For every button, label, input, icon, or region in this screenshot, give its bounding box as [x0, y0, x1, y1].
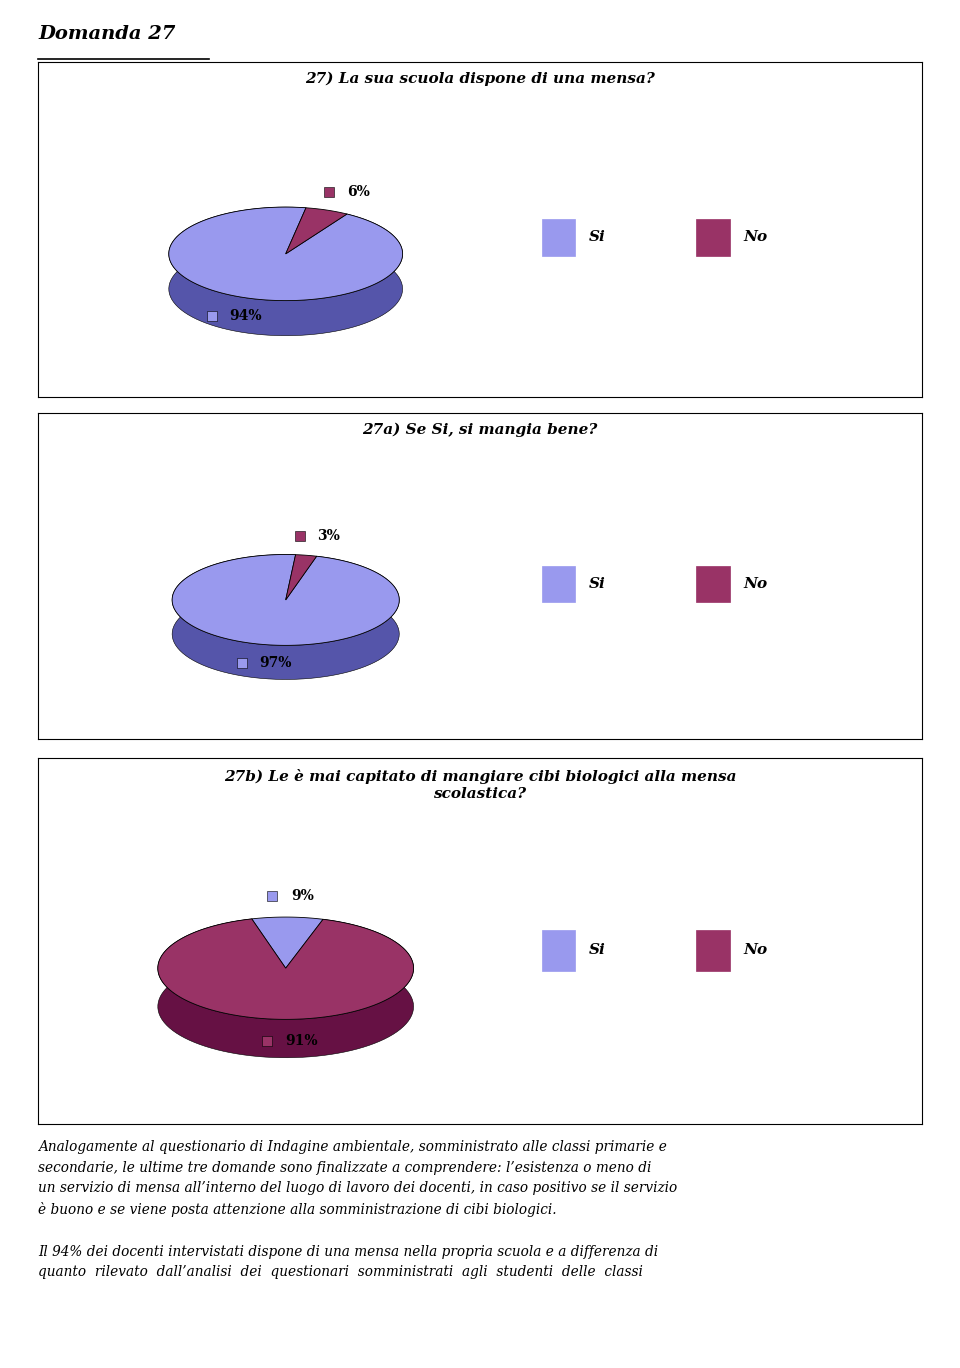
- Bar: [696, 930, 730, 970]
- Bar: [696, 219, 730, 256]
- Text: Si: Si: [588, 943, 606, 958]
- Text: Si: Si: [588, 577, 606, 591]
- Text: Analogamente al questionario di Indagine ambientale, somministrato alle classi p: Analogamente al questionario di Indagine…: [38, 1140, 678, 1279]
- Text: 91%: 91%: [286, 1034, 319, 1048]
- Bar: [696, 566, 730, 602]
- Text: No: No: [743, 943, 767, 958]
- Text: 27) La sua scuola dispone di una mensa?: 27) La sua scuola dispone di una mensa?: [305, 71, 655, 86]
- Text: 9%: 9%: [291, 889, 314, 903]
- Bar: [541, 219, 575, 256]
- Polygon shape: [286, 208, 347, 254]
- Polygon shape: [252, 917, 324, 969]
- Text: No: No: [743, 577, 767, 591]
- Text: 27a) Se Si, si mangia bene?: 27a) Se Si, si mangia bene?: [362, 423, 598, 438]
- Polygon shape: [172, 554, 399, 680]
- Polygon shape: [169, 207, 402, 335]
- Polygon shape: [169, 207, 402, 301]
- Polygon shape: [157, 919, 414, 1019]
- Bar: [541, 566, 575, 602]
- Text: Si: Si: [588, 230, 606, 244]
- Text: 94%: 94%: [229, 309, 262, 323]
- Polygon shape: [172, 554, 399, 646]
- Bar: [541, 930, 575, 970]
- Text: 6%: 6%: [347, 185, 370, 198]
- Text: No: No: [743, 230, 767, 244]
- Polygon shape: [286, 554, 317, 601]
- Text: 97%: 97%: [259, 657, 291, 670]
- Polygon shape: [157, 919, 414, 1057]
- Text: 3%: 3%: [317, 529, 340, 543]
- Text: Domanda 27: Domanda 27: [38, 25, 176, 44]
- Text: 27b) Le è mai capitato di mangiare cibi biologici alla mensa
scolastica?: 27b) Le è mai capitato di mangiare cibi …: [224, 769, 736, 802]
